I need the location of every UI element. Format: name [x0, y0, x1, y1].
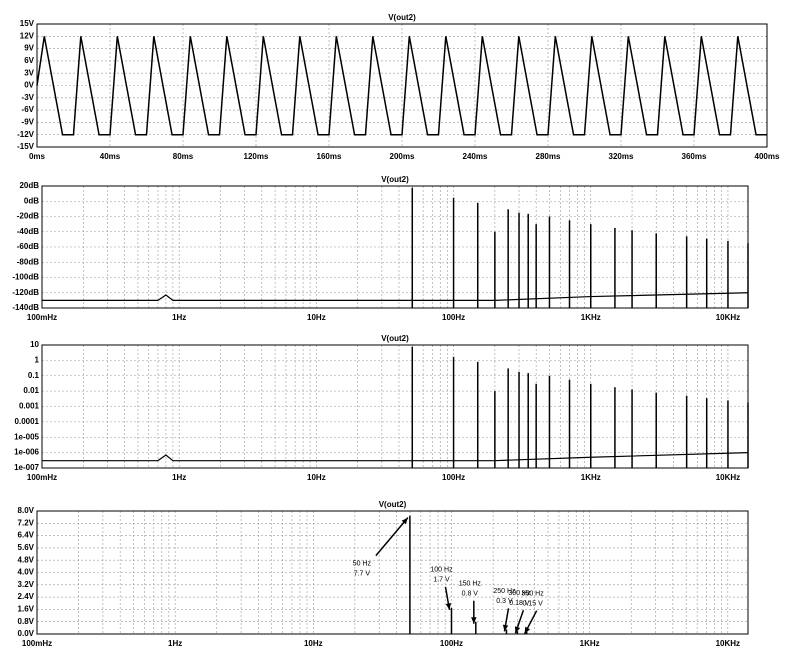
- y-tick-label: 0.0V: [18, 629, 35, 638]
- plot-frame: [36, 510, 749, 635]
- y-tick-label: -100dB: [12, 273, 39, 282]
- y-tick-label: 1: [35, 355, 40, 364]
- x-tick-label: 100mHz: [22, 639, 52, 648]
- x-tick-label: 200ms: [390, 152, 415, 161]
- x-tick-label: 100mHz: [27, 473, 57, 482]
- x-tick-label: 10Hz: [304, 639, 323, 648]
- y-tick-label: -3V: [22, 93, 35, 102]
- x-tick-label: 1Hz: [172, 313, 186, 322]
- y-tick-label: 0.1: [28, 371, 40, 380]
- annotation-value: 0.15 V: [523, 601, 544, 608]
- x-tick-label: 1KHz: [581, 313, 601, 322]
- arrow-head: [445, 603, 452, 610]
- y-tick-label: 4.0V: [18, 568, 35, 577]
- x-tick-label: 120ms: [244, 152, 269, 161]
- x-tick-label: 0ms: [29, 152, 46, 161]
- chart-title: V(out2): [379, 500, 407, 509]
- x-tick-label: 160ms: [317, 152, 342, 161]
- x-tick-label: 280ms: [536, 152, 561, 161]
- annotation-value: 7.7 V: [354, 570, 371, 577]
- x-tick-label: 240ms: [463, 152, 488, 161]
- y-tick-label: 1e-006: [14, 448, 39, 457]
- annotation-frequency: 250 Hz: [493, 588, 516, 595]
- y-tick-label: 0.001: [19, 402, 40, 411]
- y-tick-label: 0.8V: [18, 617, 35, 626]
- annotation-value: 1.7 V: [433, 577, 450, 584]
- y-tick-label: 20dB: [19, 181, 39, 190]
- y-tick-label: 6V: [24, 56, 34, 65]
- y-tick-label: 4.8V: [18, 555, 35, 564]
- noise-floor: [42, 452, 749, 462]
- x-tick-label: 1KHz: [580, 639, 600, 648]
- noise-floor: [42, 292, 749, 301]
- y-tick-label: 1e-005: [14, 432, 39, 441]
- arrow-head: [502, 624, 509, 632]
- chart-title: V(out2): [381, 175, 409, 184]
- arrow-head: [524, 626, 531, 634]
- x-tick-label: 1Hz: [168, 639, 182, 648]
- x-tick-label: 80ms: [173, 152, 194, 161]
- y-tick-label: -60dB: [17, 242, 39, 251]
- x-tick-label: 40ms: [100, 152, 121, 161]
- annotation-frequency: 50 Hz: [353, 560, 372, 567]
- x-tick-label: 100Hz: [442, 313, 465, 322]
- y-tick-label: 0dB: [24, 196, 39, 205]
- y-tick-label: -6V: [22, 105, 35, 114]
- y-tick-label: 8.0V: [18, 506, 35, 515]
- y-tick-label: 9V: [24, 44, 34, 53]
- y-tick-label: -140dB: [12, 303, 39, 312]
- y-tick-label: 0.0001: [15, 417, 40, 426]
- x-tick-label: 10KHz: [716, 313, 740, 322]
- x-tick-label: 100Hz: [440, 639, 463, 648]
- y-tick-label: 1e-007: [14, 463, 39, 472]
- y-tick-label: 12V: [20, 31, 35, 40]
- y-tick-label: -15V: [17, 142, 35, 151]
- y-tick-label: -80dB: [17, 257, 39, 266]
- x-tick-label: 100Hz: [442, 473, 465, 482]
- x-tick-label: 400ms: [755, 152, 780, 161]
- annotation-value: 0.8 V: [462, 591, 479, 598]
- y-tick-label: 0.01: [23, 386, 39, 395]
- x-tick-label: 10KHz: [716, 639, 740, 648]
- annotation-frequency: 150 Hz: [459, 581, 482, 588]
- y-tick-label: 1.6V: [18, 605, 35, 614]
- y-tick-label: 2.4V: [18, 592, 35, 601]
- x-tick-label: 1KHz: [581, 473, 601, 482]
- y-tick-label: -9V: [22, 118, 35, 127]
- y-tick-label: 5.6V: [18, 543, 35, 552]
- y-tick-label: -120dB: [12, 288, 39, 297]
- y-tick-label: 7.2V: [18, 518, 35, 527]
- y-tick-label: 15V: [20, 19, 35, 28]
- y-tick-label: 3.2V: [18, 580, 35, 589]
- x-tick-label: 10KHz: [716, 473, 740, 482]
- chart-title: V(out2): [388, 13, 416, 22]
- y-tick-label: -12V: [17, 130, 35, 139]
- x-tick-label: 320ms: [609, 152, 634, 161]
- x-tick-label: 10Hz: [307, 313, 326, 322]
- y-tick-label: 6.4V: [18, 531, 35, 540]
- y-tick-label: -40dB: [17, 227, 39, 236]
- arrow-head: [514, 626, 521, 634]
- arrow-head: [471, 617, 477, 624]
- annotation-arrow: [375, 517, 409, 557]
- annotation-value: 0.18 V: [509, 600, 530, 607]
- y-tick-label: 0V: [24, 81, 34, 90]
- arrow-head: [401, 517, 408, 525]
- x-tick-label: 100mHz: [27, 313, 57, 322]
- y-tick-label: 10: [30, 340, 39, 349]
- chart-title: V(out2): [381, 334, 409, 343]
- annotation-value: 0.3 V: [496, 598, 513, 605]
- y-tick-label: -20dB: [17, 212, 39, 221]
- x-tick-label: 360ms: [682, 152, 707, 161]
- y-tick-label: 3V: [24, 68, 34, 77]
- x-tick-label: 1Hz: [172, 473, 186, 482]
- annotation-frequency: 300 Hz: [508, 590, 531, 597]
- x-tick-label: 10Hz: [307, 473, 326, 482]
- annotation-frequency: 100 Hz: [430, 567, 453, 574]
- waveform: [36, 36, 767, 136]
- annotation-frequency: 350 Hz: [522, 591, 545, 598]
